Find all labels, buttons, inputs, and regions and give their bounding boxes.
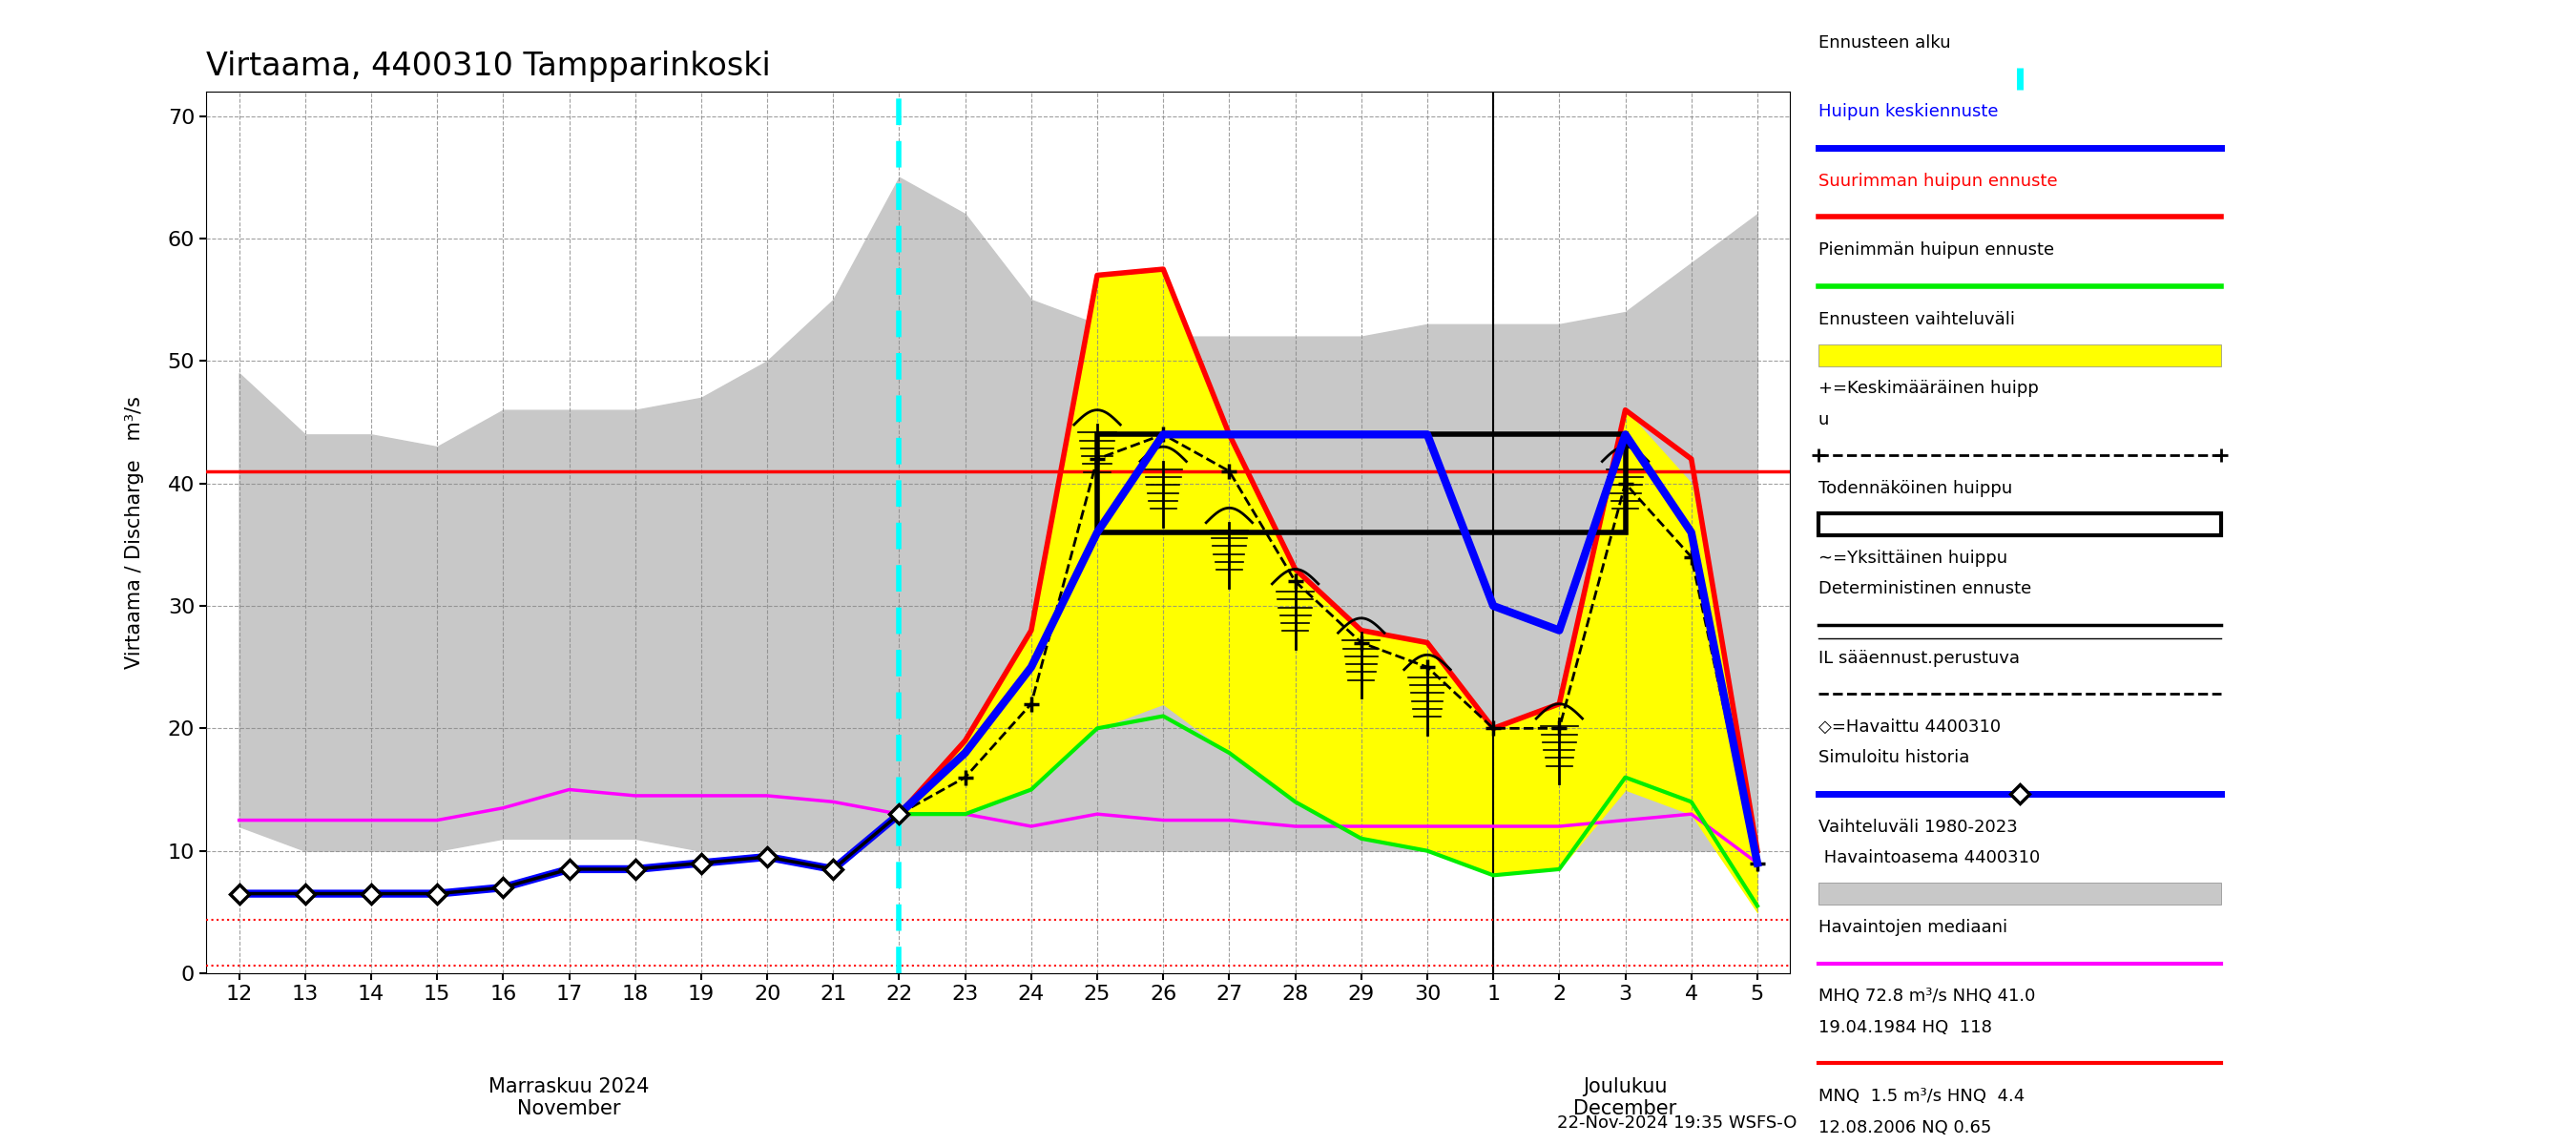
Text: Havaintoasema 4400310: Havaintoasema 4400310 bbox=[1819, 850, 2040, 867]
Text: 12.08.2006 NQ 0.65: 12.08.2006 NQ 0.65 bbox=[1819, 1119, 1991, 1136]
Bar bbox=[1819, 345, 2221, 366]
Text: Virtaama / Discharge   m³/s: Virtaama / Discharge m³/s bbox=[126, 396, 144, 669]
Bar bbox=[1097, 434, 1625, 532]
Text: IL sääennust.perustuva: IL sääennust.perustuva bbox=[1819, 649, 2020, 666]
Text: Vaihteluväli 1980-2023: Vaihteluväli 1980-2023 bbox=[1819, 819, 2017, 836]
Text: Havaintojen mediaani: Havaintojen mediaani bbox=[1819, 918, 2007, 935]
Text: Pienimmän huipun ennuste: Pienimmän huipun ennuste bbox=[1819, 242, 2053, 259]
Text: Marraskuu 2024
November: Marraskuu 2024 November bbox=[489, 1077, 649, 1119]
Text: MNQ  1.5 m³/s HNQ  4.4: MNQ 1.5 m³/s HNQ 4.4 bbox=[1819, 1088, 2025, 1105]
Text: Simuloitu historia: Simuloitu historia bbox=[1819, 750, 1971, 767]
Text: +=Keskimääräinen huipp: +=Keskimääräinen huipp bbox=[1819, 380, 2038, 397]
Text: ∼=Yksittäinen huippu: ∼=Yksittäinen huippu bbox=[1819, 550, 2007, 567]
Bar bbox=[1819, 514, 2221, 536]
Bar bbox=[1819, 883, 2221, 905]
Text: Deterministinen ennuste: Deterministinen ennuste bbox=[1819, 581, 2032, 598]
Text: u: u bbox=[1819, 411, 1829, 428]
Text: Todennäköinen huippu: Todennäköinen huippu bbox=[1819, 480, 2012, 497]
Text: 22-Nov-2024 19:35 WSFS-O: 22-Nov-2024 19:35 WSFS-O bbox=[1556, 1114, 1798, 1131]
Text: Ennusteen alku: Ennusteen alku bbox=[1819, 34, 1950, 52]
Text: MHQ 72.8 m³/s NHQ 41.0: MHQ 72.8 m³/s NHQ 41.0 bbox=[1819, 988, 2035, 1005]
Text: Joulukuu
December: Joulukuu December bbox=[1574, 1077, 1677, 1119]
Text: Virtaama, 4400310 Tampparinkoski: Virtaama, 4400310 Tampparinkoski bbox=[206, 50, 770, 82]
Text: Huipun keskiennuste: Huipun keskiennuste bbox=[1819, 103, 1999, 120]
Text: 19.04.1984 HQ  118: 19.04.1984 HQ 118 bbox=[1819, 1019, 1991, 1036]
Text: ◇=Havaittu 4400310: ◇=Havaittu 4400310 bbox=[1819, 719, 2002, 736]
Text: Ennusteen vaihteluväli: Ennusteen vaihteluväli bbox=[1819, 311, 2014, 329]
Text: Suurimman huipun ennuste: Suurimman huipun ennuste bbox=[1819, 173, 2058, 190]
